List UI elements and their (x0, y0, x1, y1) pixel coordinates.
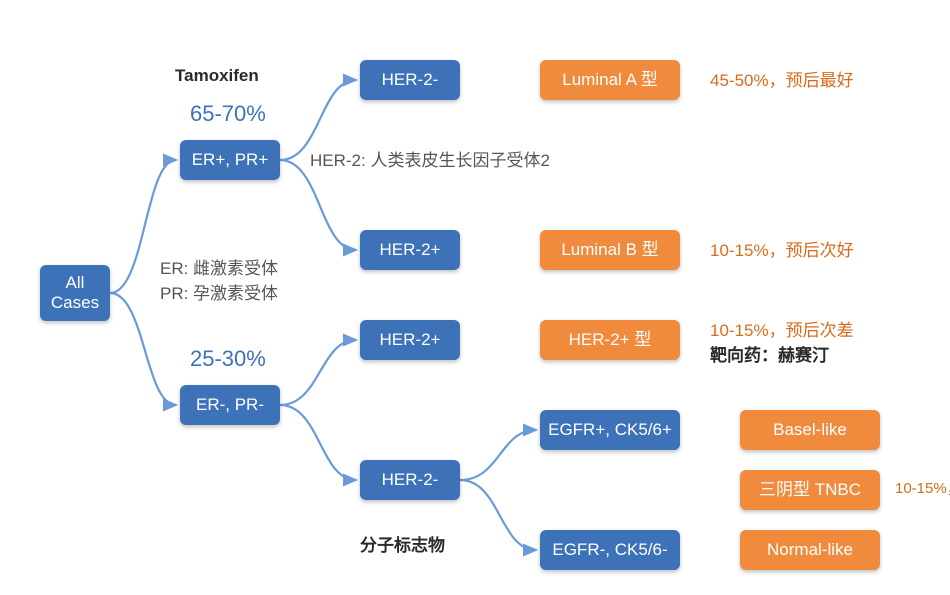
label-p25: 25-30% (190, 345, 266, 373)
node-all: AllCases (40, 265, 110, 321)
node-basel: Basel-like (740, 410, 880, 450)
label-pctc1: 10-15%，预后次差 (710, 320, 854, 341)
label-prdef: PR: 孕激素受体 (160, 283, 278, 304)
label-pcta: 45-50%，预后最好 (710, 70, 854, 91)
node-ernp: ER-, PR- (180, 385, 280, 425)
edge-erpp-h2n1 (280, 80, 356, 160)
label-pctd: 10-15%，预后最差 (895, 480, 950, 499)
node-egfrp: EGFR+, CK5/6+ (540, 410, 680, 450)
edge-h2n2-egfrn (460, 480, 536, 550)
edge-ernp-h2p2 (280, 340, 356, 405)
node-h2n2: HER-2- (360, 460, 460, 500)
edge-erpp-h2p1 (280, 160, 356, 250)
label-her2def: HER-2: 人类表皮生长因子受体2 (310, 150, 550, 171)
edge-h2n2-egfrp (460, 430, 536, 480)
node-her2t: HER-2+ 型 (540, 320, 680, 360)
edge-ernp-h2n2 (280, 405, 356, 480)
label-tamox: Tamoxifen (175, 65, 259, 86)
label-p65: 65-70% (190, 100, 266, 128)
label-molmark: 分子标志物 (360, 535, 445, 556)
node-tnbc: 三阴型 TNBC (740, 470, 880, 510)
node-h2p2: HER-2+ (360, 320, 460, 360)
node-erpp: ER+, PR+ (180, 140, 280, 180)
label-erdef: ER: 雌激素受体 (160, 258, 278, 279)
node-lumB: Luminal B 型 (540, 230, 680, 270)
node-egfrn: EGFR-, CK5/6- (540, 530, 680, 570)
node-norm: Normal-like (740, 530, 880, 570)
label-pctb: 10-15%，预后次好 (710, 240, 854, 261)
node-lumA: Luminal A 型 (540, 60, 680, 100)
edge-all-ernp (110, 293, 176, 405)
node-h2p1: HER-2+ (360, 230, 460, 270)
diagram-stage: AllCases ER+, PR+ ER-, PR- HER-2- HER-2+ HER-… (0, 0, 950, 595)
node-h2n1: HER-2- (360, 60, 460, 100)
label-pctc2: 靶向药：赫赛汀 (710, 345, 829, 366)
